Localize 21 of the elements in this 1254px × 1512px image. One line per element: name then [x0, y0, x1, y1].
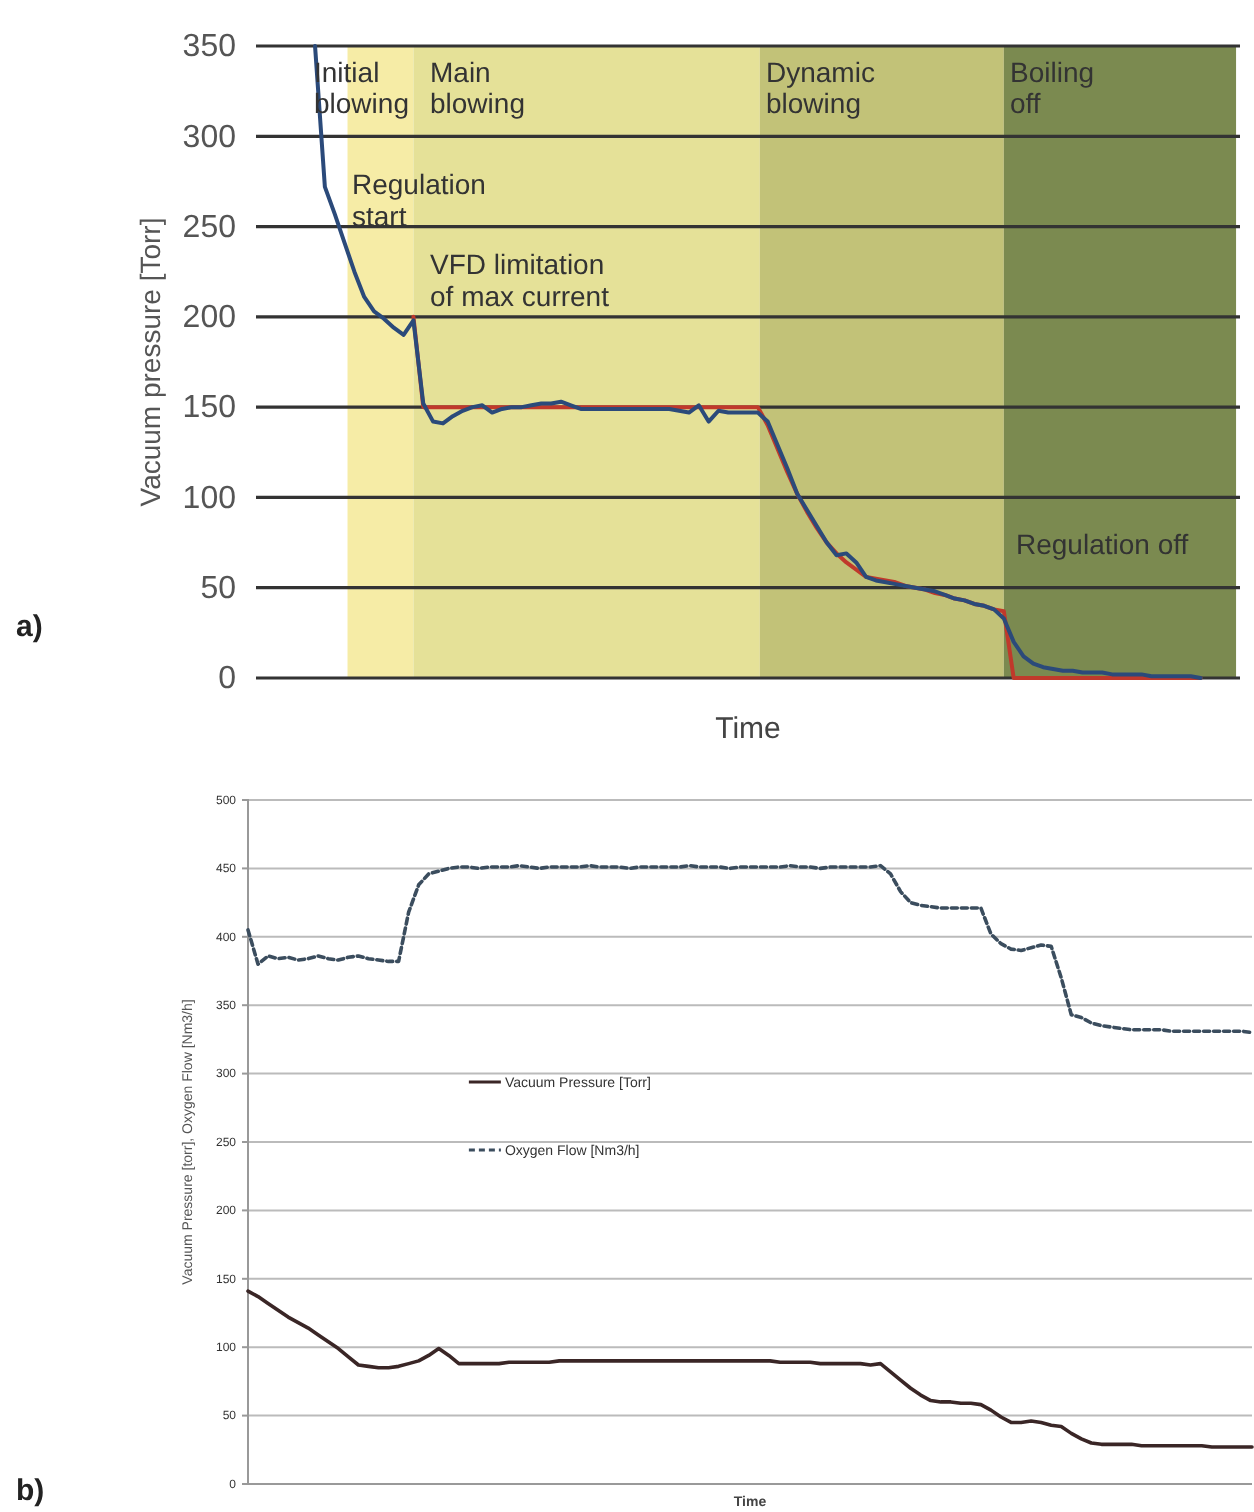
line-series: [411, 314, 1203, 680]
y-tick-label: 100: [182, 481, 237, 516]
annotation: Main blowing: [430, 56, 525, 119]
x-axis-title: Time: [715, 712, 781, 746]
line-series: [313, 44, 1203, 680]
text: a): [16, 610, 43, 644]
y-tick-label: 50: [200, 571, 237, 606]
annotation: Regulation off: [1016, 528, 1189, 560]
y-tick-label: 350: [182, 30, 237, 65]
y-tick-label: 150: [182, 391, 237, 426]
y-tick-label: 250: [182, 210, 237, 245]
text: b): [16, 1474, 45, 1508]
annotation: VFD limitation of max current: [430, 248, 610, 313]
line-series: [246, 1289, 1254, 1449]
y-axis-title: Vacuum pressure [Torr]: [134, 217, 166, 507]
y-tick-label: 200: [182, 301, 237, 336]
y-tick-label: 0: [218, 662, 237, 697]
y-tick-label: 300: [182, 120, 237, 155]
line-series: [246, 863, 1254, 1035]
annotation: Dynamic blowing: [766, 56, 875, 119]
annotation: Boiling off: [1010, 56, 1095, 119]
